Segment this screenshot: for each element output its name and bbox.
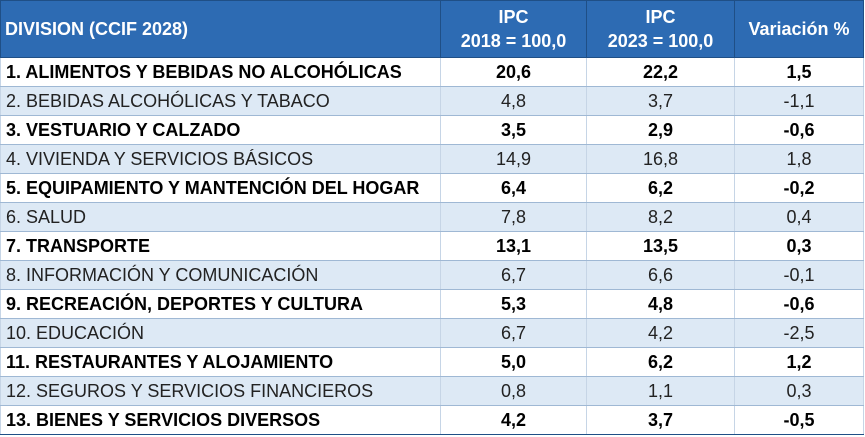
table-row: 8. INFORMACIÓN Y COMUNICACIÓN 6,7 6,6 -0… [0,260,864,290]
table-row: 12. SEGUROS Y SERVICIOS FINANCIEROS 0,8 … [0,376,864,406]
table-row: 9. RECREACIÓN, DEPORTES Y CULTURA 5,3 4,… [0,289,864,319]
ipc2018-cell: 14,9 [440,144,587,174]
division-cell: 6. SALUD [0,202,441,232]
ipc2023-cell: 13,5 [586,231,735,261]
header-ipc-2018-line1: IPC [498,7,529,27]
ipc2018-cell: 6,4 [440,173,587,203]
table-row: 2. BEBIDAS ALCOHÓLICAS Y TABACO 4,8 3,7 … [0,86,864,116]
ipc2018-cell: 3,5 [440,115,587,145]
variation-cell: -1,1 [734,86,864,116]
table-row: 6. SALUD 7,8 8,2 0,4 [0,202,864,232]
table-row: 1. ALIMENTOS Y BEBIDAS NO ALCOHÓLICAS 20… [0,57,864,87]
table-row: 4. VIVIENDA Y SERVICIOS BÁSICOS 14,9 16,… [0,144,864,174]
table-row: 3. VESTUARIO Y CALZADO 3,5 2,9 -0,6 [0,115,864,145]
ipc2018-cell: 5,3 [440,289,587,319]
division-cell: 7. TRANSPORTE [0,231,441,261]
ipc2018-cell: 13,1 [440,231,587,261]
division-cell: 9. RECREACIÓN, DEPORTES Y CULTURA [0,289,441,319]
ipc2018-cell: 6,7 [440,260,587,290]
header-ipc-2023: IPC 2023 = 100,0 [586,0,735,58]
table-row: 10. EDUCACIÓN 6,7 4,2 -2,5 [0,318,864,348]
division-cell: 11. RESTAURANTES Y ALOJAMIENTO [0,347,441,377]
variation-cell: -0,6 [734,115,864,145]
division-cell: 2. BEBIDAS ALCOHÓLICAS Y TABACO [0,86,441,116]
table-row: 7. TRANSPORTE 13,1 13,5 0,3 [0,231,864,261]
variation-cell: -2,5 [734,318,864,348]
ipc2018-cell: 0,8 [440,376,587,406]
header-ipc-2023-line1: IPC [645,7,676,27]
header-ipc-2018-line2: 2018 = 100,0 [460,31,567,51]
table-row: 13. BIENES Y SERVICIOS DIVERSOS 4,2 3,7 … [0,405,864,435]
ipc2023-cell: 6,2 [586,347,735,377]
ipc2018-cell: 4,2 [440,405,587,435]
header-ipc-2023-line2: 2023 = 100,0 [607,31,714,51]
variation-cell: 0,3 [734,231,864,261]
ipc2018-cell: 20,6 [440,57,587,87]
division-cell: 5. EQUIPAMIENTO Y MANTENCIÓN DEL HOGAR [0,173,441,203]
header-variation: Variación % [734,0,864,58]
header-row: DIVISION (CCIF 2028) IPC 2018 = 100,0 IP… [0,0,864,58]
variation-cell: 1,5 [734,57,864,87]
ipc2023-cell: 3,7 [586,405,735,435]
variation-cell: -0,6 [734,289,864,319]
ipc2023-cell: 6,2 [586,173,735,203]
variation-cell: -0,1 [734,260,864,290]
division-cell: 8. INFORMACIÓN Y COMUNICACIÓN [0,260,441,290]
ipc2023-cell: 16,8 [586,144,735,174]
division-cell: 10. EDUCACIÓN [0,318,441,348]
ipc2023-cell: 3,7 [586,86,735,116]
ipc2023-cell: 2,9 [586,115,735,145]
table-row: 5. EQUIPAMIENTO Y MANTENCIÓN DEL HOGAR 6… [0,173,864,203]
header-division: DIVISION (CCIF 2028) [0,0,441,58]
division-cell: 13. BIENES Y SERVICIOS DIVERSOS [0,405,441,435]
ipc2018-cell: 5,0 [440,347,587,377]
variation-cell: 1,2 [734,347,864,377]
division-cell: 1. ALIMENTOS Y BEBIDAS NO ALCOHÓLICAS [0,57,441,87]
variation-cell: 0,4 [734,202,864,232]
ipc2023-cell: 4,2 [586,318,735,348]
division-cell: 3. VESTUARIO Y CALZADO [0,115,441,145]
ipc2018-cell: 4,8 [440,86,587,116]
ipc2023-cell: 6,6 [586,260,735,290]
table-row: 11. RESTAURANTES Y ALOJAMIENTO 5,0 6,2 1… [0,347,864,377]
ipc2023-cell: 22,2 [586,57,735,87]
variation-cell: 1,8 [734,144,864,174]
ipc2023-cell: 4,8 [586,289,735,319]
header-ipc-2018: IPC 2018 = 100,0 [440,0,587,58]
ipc2023-cell: 8,2 [586,202,735,232]
variation-cell: 0,3 [734,376,864,406]
ipc2018-cell: 6,7 [440,318,587,348]
ipc2023-cell: 1,1 [586,376,735,406]
division-cell: 4. VIVIENDA Y SERVICIOS BÁSICOS [0,144,441,174]
variation-cell: -0,5 [734,405,864,435]
variation-cell: -0,2 [734,173,864,203]
ipc2018-cell: 7,8 [440,202,587,232]
division-cell: 12. SEGUROS Y SERVICIOS FINANCIEROS [0,376,441,406]
